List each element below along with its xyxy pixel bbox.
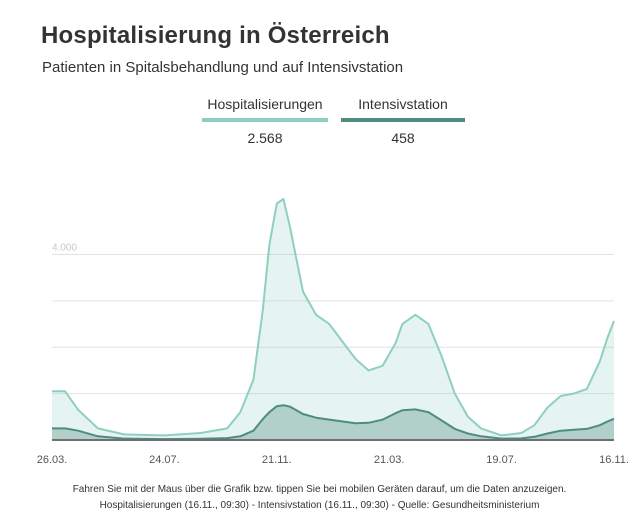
x-tick-label: 19.07. bbox=[486, 454, 517, 466]
legend-swatch-intensivstation bbox=[341, 118, 465, 122]
footer-source: Hospitalisierungen (16.11., 09:30) - Int… bbox=[0, 500, 639, 511]
area-chart[interactable]: 4.000 26.03. 24.07. 21.11. 21.03. 19.07. 16.11… bbox=[0, 170, 639, 470]
legend-label-intensivstation: Intensivstation bbox=[341, 96, 465, 112]
chart-title: Hospitalisierung in Österreich bbox=[41, 22, 390, 50]
legend-label-hospitalisierungen: Hospitalisierungen bbox=[202, 96, 328, 112]
x-tick-label: 24.07. bbox=[149, 454, 180, 466]
y-tick-label: 4.000 bbox=[52, 243, 77, 254]
x-tick-label: 21.03. bbox=[374, 454, 405, 466]
legend-swatch-hospitalisierungen bbox=[202, 118, 328, 122]
x-tick-label: 16.11. bbox=[599, 454, 629, 466]
legend-item-intensivstation[interactable]: Intensivstation bbox=[341, 96, 465, 122]
footer-hint: Fahren Sie mit der Maus über die Grafik … bbox=[0, 484, 639, 495]
x-tick-label: 21.11. bbox=[262, 454, 292, 466]
series-area-hospitalisierungen bbox=[52, 199, 614, 440]
legend-value-hospitalisierungen: 2.568 bbox=[202, 130, 328, 146]
chart-subtitle: Patienten in Spitalsbehandlung und auf I… bbox=[42, 59, 403, 76]
x-tick-label: 26.03. bbox=[37, 454, 68, 466]
legend-value-intensivstation: 458 bbox=[341, 130, 465, 146]
legend-item-hospitalisierungen[interactable]: Hospitalisierungen bbox=[202, 96, 328, 122]
